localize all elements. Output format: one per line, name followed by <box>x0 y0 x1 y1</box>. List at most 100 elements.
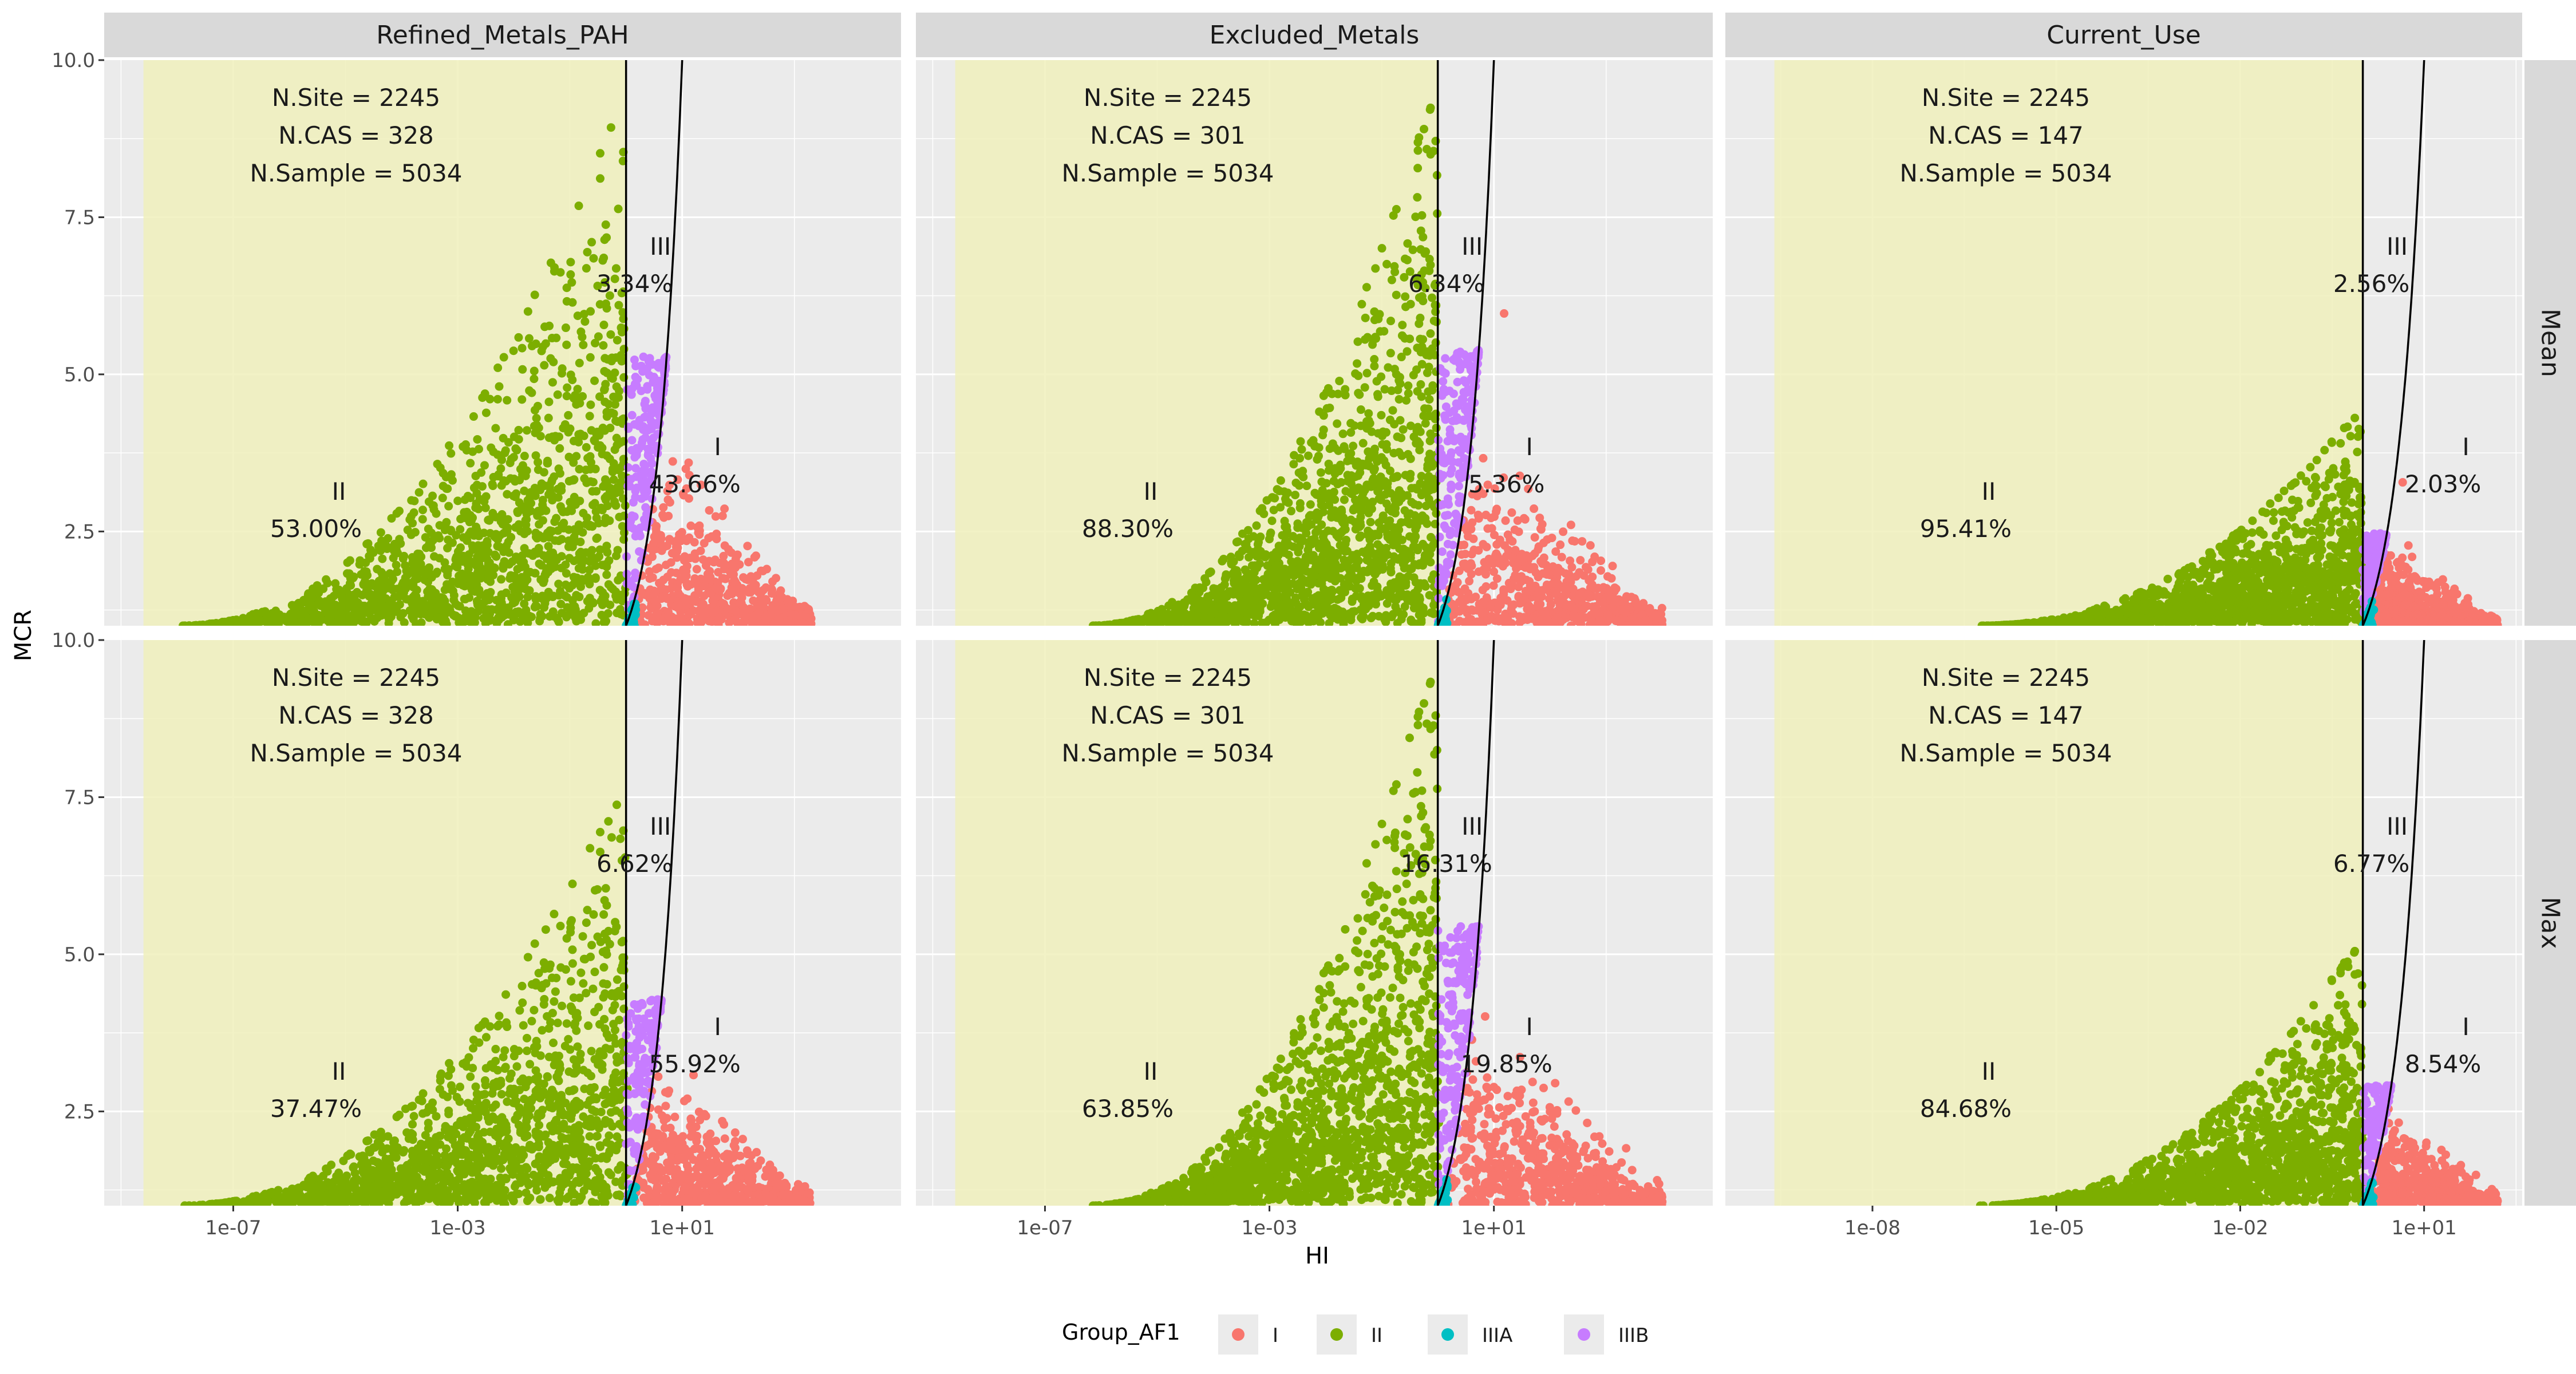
point-group-II <box>474 607 483 616</box>
point-group-II <box>314 611 323 620</box>
point-group-I <box>651 564 661 574</box>
point-group-II <box>444 502 453 511</box>
point-group-IIIB <box>635 531 645 540</box>
point-group-II <box>598 443 607 452</box>
point-group-II <box>611 501 621 510</box>
point-group-II <box>608 374 617 383</box>
point-group-II <box>1358 614 1367 623</box>
point-group-II <box>1364 409 1373 418</box>
point-group-II <box>1401 556 1410 565</box>
point-group-IIIB <box>1439 471 1448 480</box>
point-group-II <box>1417 360 1427 369</box>
point-group-II <box>1421 502 1431 511</box>
point-group-II <box>1244 534 1253 543</box>
point-group-II <box>362 539 372 548</box>
point-group-II <box>586 477 595 486</box>
row-strip-mean: Mean <box>2524 60 2576 626</box>
column-strip-current-use: Current_Use <box>1725 13 2522 57</box>
point-group-I <box>754 608 764 617</box>
point-group-II <box>1396 416 1405 425</box>
point-group-II <box>445 441 454 450</box>
point-group-II <box>1333 615 1342 624</box>
point-group-II <box>532 414 541 423</box>
point-group-II <box>390 539 399 548</box>
point-group-II <box>592 534 601 543</box>
point-group-II <box>583 597 592 606</box>
point-group-I <box>1557 552 1566 562</box>
point-group-I <box>685 554 694 563</box>
point-group-I <box>1475 617 1484 626</box>
point-group-II <box>345 556 354 565</box>
point-group-II <box>608 464 617 473</box>
point-group-I <box>673 543 682 552</box>
point-group-II <box>180 621 189 626</box>
point-group-II <box>1369 577 1378 586</box>
point-group-II <box>576 429 585 439</box>
point-group-II <box>1378 511 1388 520</box>
point-group-II <box>1362 567 1372 577</box>
point-group-II <box>406 567 416 577</box>
point-group-I <box>712 583 721 593</box>
point-group-II <box>1370 361 1379 370</box>
point-group-I <box>1641 616 1650 625</box>
point-group-II <box>481 619 490 626</box>
point-group-II <box>463 491 472 500</box>
point-group-IIIB <box>1452 413 1461 422</box>
point-group-II <box>1282 576 1291 585</box>
point-group-II <box>1276 503 1285 512</box>
point-group-II <box>1348 572 1357 582</box>
point-group-II <box>536 507 546 516</box>
point-group-II <box>1216 611 1226 620</box>
point-group-II <box>501 588 511 597</box>
point-group-II <box>1261 552 1270 562</box>
point-group-II <box>580 556 589 565</box>
point-group-II <box>475 531 484 540</box>
point-group-II <box>453 579 463 589</box>
point-group-II <box>1382 445 1392 454</box>
annotation-n-site: N.Site = 2245 <box>272 84 440 112</box>
point-group-II <box>1394 394 1404 404</box>
point-group-I <box>1648 611 1657 621</box>
point-group-I <box>667 568 676 577</box>
point-group-II <box>1348 489 1357 499</box>
column-strip-refined-metals-pah: Refined_Metals_PAH <box>104 13 901 57</box>
point-group-II <box>1356 605 1365 614</box>
point-group-II <box>575 610 584 619</box>
point-group-II <box>1209 584 1218 593</box>
point-group-II <box>1333 389 1342 398</box>
point-group-I <box>1516 617 1525 626</box>
point-group-II <box>471 578 480 587</box>
point-group-II <box>527 488 536 497</box>
point-group-II <box>1303 546 1313 555</box>
point-group-II <box>1284 550 1293 559</box>
point-group-IIIB <box>1435 447 1444 456</box>
point-group-II <box>472 489 481 498</box>
point-group-II <box>1422 350 1431 360</box>
point-group-II <box>531 595 540 604</box>
point-group-I <box>1619 596 1629 605</box>
point-group-I <box>717 598 726 607</box>
y-tick-label: 5.0 <box>64 364 95 386</box>
point-group-II <box>607 357 616 366</box>
point-group-II <box>534 457 543 467</box>
point-group-II <box>1299 472 1308 481</box>
point-group-II <box>1341 385 1350 394</box>
point-group-II <box>535 520 544 529</box>
point-group-II <box>1355 533 1364 542</box>
point-group-II <box>1338 429 1348 439</box>
point-group-II <box>1421 419 1430 428</box>
point-group-II <box>530 547 539 556</box>
point-group-I <box>733 550 742 559</box>
point-group-II <box>556 502 565 511</box>
point-group-I <box>761 595 771 604</box>
point-group-II <box>1356 405 1365 414</box>
point-group-I <box>1482 543 1491 552</box>
point-group-II <box>1386 349 1395 358</box>
point-group-I <box>1524 602 1533 611</box>
point-group-II <box>473 552 482 562</box>
point-group-IIIB <box>626 516 635 526</box>
point-group-IIIB <box>1447 465 1456 474</box>
point-group-II <box>1392 472 1401 481</box>
point-group-II <box>537 346 546 356</box>
point-group-II <box>1413 146 1423 155</box>
